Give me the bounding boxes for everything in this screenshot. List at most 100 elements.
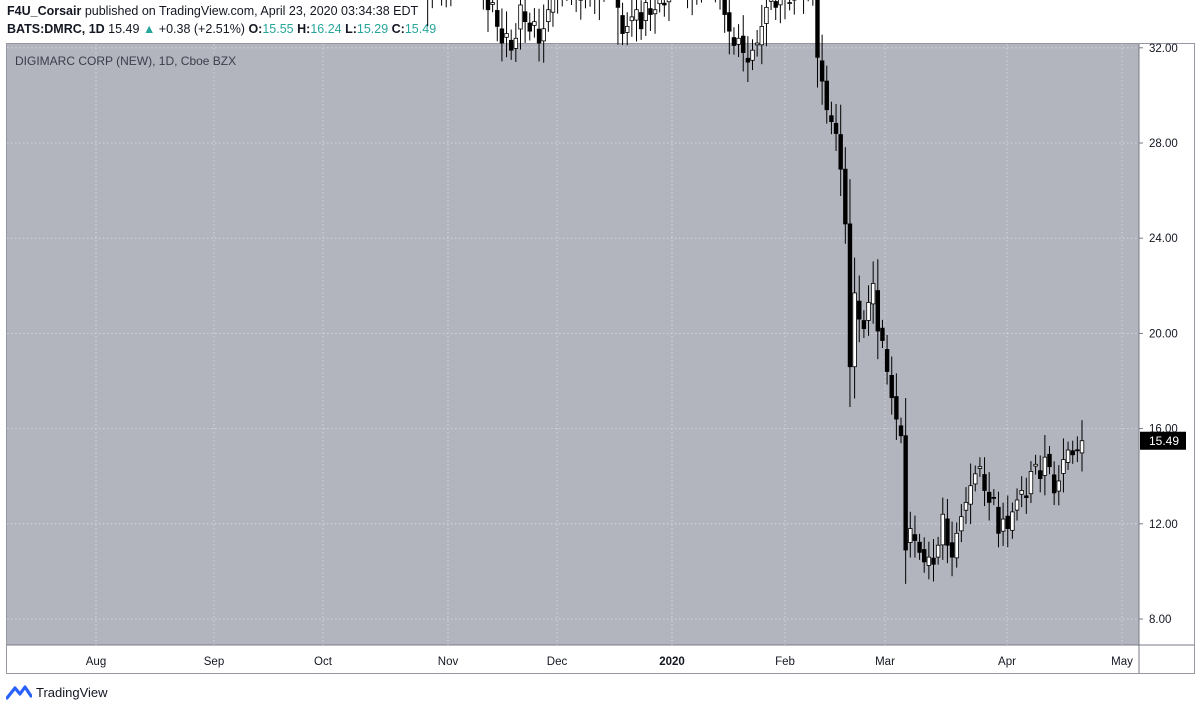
candle-body-down	[615, 0, 621, 8]
candle-body-up	[518, 4, 523, 30]
candle-body-down	[731, 37, 737, 46]
price-change: +0.38 (+2.51%)	[158, 22, 245, 36]
candle-body-down	[996, 506, 1001, 534]
candle-body-down	[527, 22, 532, 32]
candle-body-up	[973, 473, 978, 485]
tradingview-logo-icon	[6, 685, 32, 700]
candle-body-up	[968, 485, 973, 505]
candle-body-down	[1005, 515, 1010, 529]
candle-body-down	[931, 557, 936, 565]
candle-body-up	[546, 9, 551, 23]
candle-body-down	[727, 12, 732, 32]
candle-body-up	[1079, 440, 1085, 454]
candle-body-up	[787, 2, 792, 4]
candle-body-down	[903, 435, 908, 551]
candle-body-up	[754, 42, 760, 46]
candle-body-down	[949, 542, 955, 558]
candle-body-up	[870, 283, 876, 305]
symbol-name: BATS:DMRC, 1D	[7, 22, 105, 36]
candle-body-down	[485, 0, 491, 11]
candle-body-up	[1056, 480, 1061, 492]
candle-body-up	[666, 0, 672, 3]
low-label: L:	[345, 22, 357, 36]
last-price: 15.49	[108, 22, 140, 36]
candle-body-up	[550, 0, 556, 13]
candle-body-up	[866, 302, 871, 321]
candle-body-up	[1000, 518, 1006, 532]
candle-body-down	[857, 300, 862, 320]
chart-frame[interactable]	[6, 43, 1195, 674]
x-tick-label: Feb	[775, 656, 795, 668]
candle-body-down	[986, 491, 992, 503]
high-value: 16.24	[310, 22, 342, 36]
candle-body-down	[815, 0, 820, 58]
candle-body-up	[959, 516, 964, 532]
candle-body-up	[1042, 456, 1048, 476]
candle-body-down	[880, 327, 885, 341]
candle-body-up	[504, 33, 509, 38]
candle-body-down	[499, 28, 505, 44]
candle-body-down	[991, 496, 997, 499]
candle-body-down	[833, 122, 839, 134]
candle-body-down	[912, 534, 918, 541]
candle-body-down	[1070, 450, 1075, 456]
candle-body-up	[541, 28, 546, 42]
candle-body-up	[532, 21, 537, 26]
candle-body-up	[768, 0, 774, 2]
candle-body-up	[1028, 471, 1034, 495]
candle-body-down	[838, 134, 843, 170]
candle-body-down	[495, 10, 500, 27]
candle-body-up	[652, 9, 658, 15]
candle-body-down	[662, 2, 667, 6]
candle-body-up	[736, 37, 741, 45]
x-tick-label: Aug	[86, 656, 106, 668]
x-tick-label: Dec	[547, 656, 568, 668]
candle-body-down	[620, 15, 625, 34]
candle-body-down	[1047, 453, 1052, 468]
plot-area	[7, 44, 1139, 645]
candle-body-down	[917, 541, 922, 553]
open-value: 15.55	[262, 22, 294, 36]
candle-body-down	[819, 60, 825, 82]
candle-body-down	[522, 11, 528, 23]
candle-body-up	[1019, 490, 1024, 495]
x-tick-label: 2020	[659, 656, 685, 668]
y-tick-label: 24.00	[1149, 233, 1178, 245]
x-tick-label: Apr	[998, 656, 1016, 668]
candle-body-down	[508, 39, 514, 51]
candle-body-up	[977, 466, 983, 469]
candle-body-down	[824, 80, 829, 111]
candle-body-down	[945, 518, 950, 546]
candle-body-down	[861, 320, 867, 330]
candle-body-up	[764, 6, 769, 24]
candle-body-down	[982, 474, 987, 491]
publish-info: F4U_Corsair published on TradingView.com…	[7, 4, 418, 18]
y-tick-label: 12.00	[1149, 519, 1178, 531]
candle-body-up	[625, 25, 630, 33]
candle-body-down	[638, 12, 644, 30]
candle-body-down	[1038, 470, 1043, 479]
candle-body-up	[1061, 459, 1066, 474]
candle-body-up	[634, 9, 639, 21]
candle-body-up	[1014, 499, 1020, 511]
x-tick-label: Mar	[875, 656, 895, 668]
close-label: C:	[391, 22, 405, 36]
candle-body-down	[884, 349, 890, 372]
candle-body-down	[875, 290, 881, 332]
footer-brand[interactable]: TradingView	[6, 684, 108, 700]
candle-body-down	[898, 425, 904, 437]
candle-body-up	[629, 16, 635, 22]
candle-body-up	[643, 2, 648, 21]
candle-body-down	[889, 375, 894, 399]
candle-body-down	[1024, 495, 1029, 499]
candle-body-up	[750, 49, 755, 61]
low-value: 15.29	[356, 22, 389, 36]
candle-body-down	[922, 549, 927, 563]
publisher-name[interactable]: F4U_Corsair	[7, 4, 82, 18]
candle-body-down	[648, 8, 653, 15]
candle-body-up	[852, 292, 857, 368]
candle-body-up	[778, 0, 783, 6]
candle-body-up	[513, 37, 519, 49]
candle-body-up	[940, 513, 945, 546]
